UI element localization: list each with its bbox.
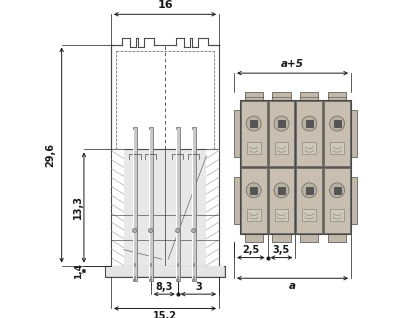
Bar [306,120,313,127]
Bar [296,168,322,233]
Text: a: a [289,281,296,291]
Bar [328,234,346,242]
Bar [105,266,226,277]
Bar [274,209,288,221]
Bar [247,142,261,154]
Text: 1,4: 1,4 [74,263,83,279]
Bar [241,101,267,166]
Bar [240,100,351,234]
Bar [245,234,263,242]
Bar [268,101,294,166]
Text: 2,5: 2,5 [242,245,260,255]
Bar [234,177,240,224]
Bar [300,234,318,242]
Bar [334,120,341,127]
Bar [268,168,294,233]
Bar [106,266,224,276]
Bar [192,127,196,281]
Bar [330,142,344,154]
Bar [247,209,261,221]
Circle shape [246,116,261,131]
Bar [328,92,346,100]
Circle shape [132,228,137,233]
Circle shape [330,183,345,198]
Bar [272,234,290,242]
Bar [149,127,153,281]
Bar [324,101,350,166]
Bar [272,92,290,100]
Circle shape [246,183,261,198]
Text: a+5: a+5 [281,59,304,69]
Circle shape [274,183,289,198]
Bar [302,142,316,154]
Bar [241,168,267,233]
Bar [302,209,316,221]
Bar [133,127,137,281]
Bar [324,168,350,233]
Bar [351,177,357,224]
Bar [124,149,206,266]
Bar [300,92,318,100]
Bar [274,142,288,154]
Bar [176,127,180,281]
Circle shape [148,228,153,233]
Bar [240,100,351,234]
Bar [278,187,285,194]
Text: 3: 3 [195,282,202,292]
Circle shape [302,183,317,198]
Bar [351,110,357,157]
Text: 3,5: 3,5 [273,245,290,255]
Circle shape [302,116,317,131]
Bar [306,187,313,194]
Bar [330,209,344,221]
Bar [234,110,240,157]
Bar [334,187,341,194]
Bar [278,120,285,127]
Bar [250,120,257,127]
Bar [245,92,263,100]
Bar [296,101,322,166]
Circle shape [176,228,180,233]
Bar [250,187,257,194]
Circle shape [330,116,345,131]
Text: 15,2: 15,2 [153,311,177,318]
Text: 8,3: 8,3 [156,282,173,292]
Text: 29,6: 29,6 [46,143,56,167]
Circle shape [192,228,196,233]
Circle shape [274,116,289,131]
Text: 13,3: 13,3 [73,196,83,219]
Text: 16: 16 [157,1,173,10]
